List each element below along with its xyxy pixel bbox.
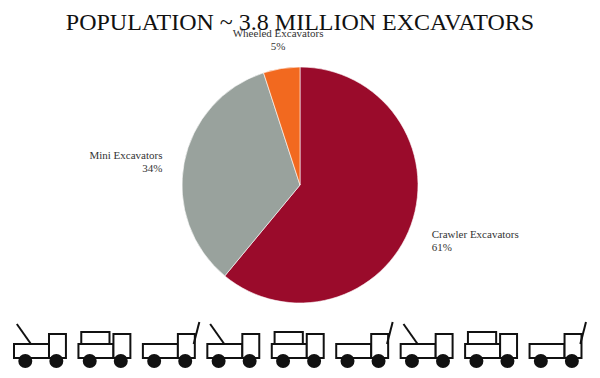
icon-arm xyxy=(17,324,31,344)
icon-wheel xyxy=(50,355,62,367)
icon-body xyxy=(14,344,49,358)
icon-wheel xyxy=(342,355,354,367)
icon-arm xyxy=(403,324,417,344)
machine-icon xyxy=(143,322,199,367)
pie-slice xyxy=(264,67,300,185)
icon-wheel xyxy=(501,355,513,367)
icon-wheel xyxy=(84,355,96,367)
pie-labels: Crawler Excavators61% Mini Excavators34% W… xyxy=(89,27,518,254)
icon-wheel xyxy=(373,355,385,367)
icon-bed xyxy=(81,332,109,344)
machine-icon xyxy=(272,332,324,367)
icon-wheel xyxy=(437,355,449,367)
icon-body xyxy=(465,344,500,358)
icon-wheel xyxy=(406,355,418,367)
chart-container: POPULATION ~ 3.8 MILLION EXCAVATORSCrawl… xyxy=(0,0,600,378)
slice-category-label: Mini Excavators xyxy=(89,149,162,161)
machine-icons xyxy=(14,322,586,367)
icon-wheel xyxy=(244,355,256,367)
icon-wheel xyxy=(213,355,225,367)
background xyxy=(0,0,600,378)
icon-arm xyxy=(580,322,586,344)
icon-wheel xyxy=(308,355,320,367)
pie xyxy=(182,67,418,303)
icon-wheel xyxy=(535,355,547,367)
icon-arm xyxy=(387,322,393,344)
icon-body xyxy=(78,344,113,358)
slice-category-label: Crawler Excavators xyxy=(432,228,519,240)
icon-arm xyxy=(210,324,224,344)
machine-icon xyxy=(465,332,517,367)
chart-svg: POPULATION ~ 3.8 MILLION EXCAVATORSCrawl… xyxy=(0,0,600,378)
icon-wheel xyxy=(19,355,31,367)
machine-icon xyxy=(530,322,586,367)
machine-icon xyxy=(401,324,453,367)
icon-arm xyxy=(194,322,200,344)
icon-wheel xyxy=(277,355,289,367)
machine-icon xyxy=(78,332,130,367)
machine-icon xyxy=(14,324,66,367)
icon-wheel xyxy=(115,355,127,367)
icon-wheel xyxy=(566,355,578,367)
slice-category-label: Wheeled Excavators xyxy=(233,27,324,39)
machine-icon xyxy=(336,322,392,367)
icon-body xyxy=(207,344,242,358)
icon-bed xyxy=(275,332,303,344)
icon-body xyxy=(143,344,178,358)
slice-value-label: 5% xyxy=(271,40,286,52)
icon-body xyxy=(336,344,371,358)
icon-bed xyxy=(468,332,496,344)
slice-value-label: 34% xyxy=(142,162,162,174)
icon-wheel xyxy=(179,355,191,367)
machine-icon xyxy=(207,324,259,367)
icon-wheel xyxy=(470,355,482,367)
slice-value-label: 61% xyxy=(432,241,452,253)
icon-body xyxy=(401,344,436,358)
icon-body xyxy=(272,344,307,358)
icon-wheel xyxy=(148,355,160,367)
icon-body xyxy=(530,344,565,358)
